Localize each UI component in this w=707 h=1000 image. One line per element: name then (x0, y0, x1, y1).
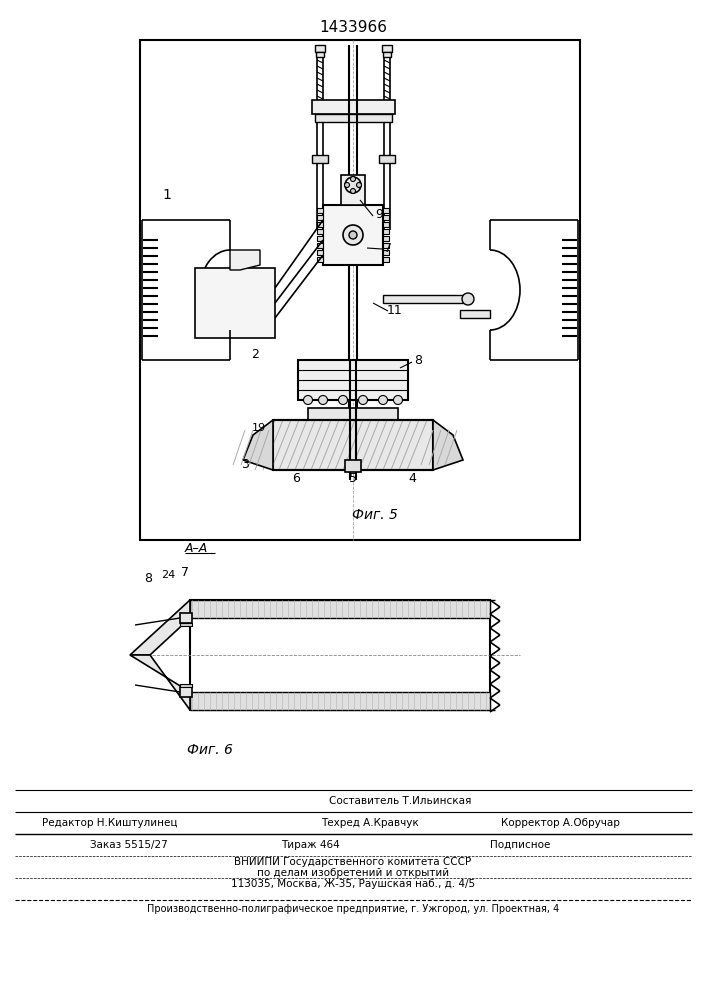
Bar (317, 215, 323, 220)
Text: по делам изобретений и открытий: по делам изобретений и открытий (257, 868, 449, 878)
Bar (180, 613, 192, 623)
Text: 7: 7 (181, 566, 189, 578)
Bar (195, 268, 275, 338)
Bar (273, 420, 433, 470)
Circle shape (351, 188, 356, 194)
Bar (180, 687, 192, 697)
Text: Техред А.Кравчук: Техред А.Кравчук (321, 818, 419, 828)
Bar (312, 100, 395, 114)
Bar (383, 229, 389, 234)
Text: Редактор Н.Киштулинец: Редактор Н.Киштулинец (42, 818, 177, 828)
Bar (317, 236, 323, 241)
Text: ВНИИПИ Государственного комитета СССР: ВНИИПИ Государственного комитета СССР (235, 857, 472, 867)
Circle shape (351, 176, 356, 182)
Circle shape (318, 395, 327, 404)
Bar (140, 40, 580, 540)
Text: 8: 8 (144, 572, 152, 584)
Bar (308, 408, 398, 420)
Text: Корректор А.Обручар: Корректор А.Обручар (501, 818, 619, 828)
Polygon shape (130, 600, 190, 655)
Bar (316, 52, 324, 57)
Text: 9: 9 (375, 209, 383, 222)
Bar (190, 600, 490, 618)
Bar (383, 236, 389, 241)
Bar (317, 229, 323, 234)
Text: 2: 2 (251, 349, 259, 361)
Bar (312, 155, 328, 163)
Bar (323, 205, 383, 265)
Bar (180, 684, 192, 687)
Circle shape (303, 395, 312, 404)
Circle shape (345, 177, 361, 193)
Text: Производственно-полиграфическое предприятие, г. Ужгород, ул. Проектная, 4: Производственно-полиграфическое предприя… (147, 904, 559, 914)
Text: 1: 1 (163, 188, 171, 202)
Text: Фиг. 5: Фиг. 5 (352, 508, 398, 522)
Text: 1433966: 1433966 (319, 20, 387, 35)
Bar (190, 600, 490, 710)
Bar (317, 250, 323, 255)
Text: Фиг. 6: Фиг. 6 (187, 743, 233, 757)
Bar (383, 243, 389, 248)
Polygon shape (230, 250, 260, 270)
Bar (317, 222, 323, 227)
Text: 6: 6 (292, 472, 300, 485)
Text: A–A: A–A (185, 542, 209, 554)
Polygon shape (130, 655, 190, 710)
Bar (341, 175, 365, 205)
Bar (317, 208, 323, 213)
Text: Тираж 464: Тираж 464 (281, 840, 339, 850)
Bar (383, 215, 389, 220)
Bar (383, 208, 389, 213)
Circle shape (358, 395, 368, 404)
Circle shape (344, 182, 349, 188)
Text: 7: 7 (384, 241, 392, 254)
Text: Заказ 5515/27: Заказ 5515/27 (90, 840, 168, 850)
Circle shape (356, 182, 361, 188)
Bar (180, 623, 192, 626)
Text: 113035, Москва, Ж-35, Раушская наб., д. 4/5: 113035, Москва, Ж-35, Раушская наб., д. … (231, 879, 475, 889)
Text: 4: 4 (408, 472, 416, 485)
Polygon shape (433, 420, 463, 470)
Text: 19: 19 (252, 423, 266, 433)
Bar (345, 460, 361, 472)
Text: 24: 24 (161, 570, 175, 580)
Text: Подписное: Подписное (490, 840, 550, 850)
Circle shape (339, 395, 348, 404)
Text: 8: 8 (414, 354, 422, 366)
Text: 3: 3 (241, 458, 249, 472)
Bar (379, 155, 395, 163)
Circle shape (462, 293, 474, 305)
Bar (298, 360, 408, 400)
Bar (382, 45, 392, 52)
Circle shape (343, 225, 363, 245)
Bar (383, 295, 463, 303)
Circle shape (349, 231, 357, 239)
Bar (315, 45, 325, 52)
Circle shape (378, 395, 387, 404)
Bar (317, 243, 323, 248)
Bar (383, 257, 389, 262)
Bar (315, 114, 392, 122)
Polygon shape (243, 420, 273, 470)
Bar (383, 222, 389, 227)
Bar (317, 257, 323, 262)
Text: 5: 5 (349, 472, 357, 485)
Text: Составитель Т.Ильинская: Составитель Т.Ильинская (329, 796, 471, 806)
Bar (383, 250, 389, 255)
Circle shape (394, 395, 402, 404)
Bar (190, 692, 490, 710)
Bar (383, 52, 391, 57)
Bar (460, 310, 490, 318)
Text: 11: 11 (387, 304, 403, 316)
